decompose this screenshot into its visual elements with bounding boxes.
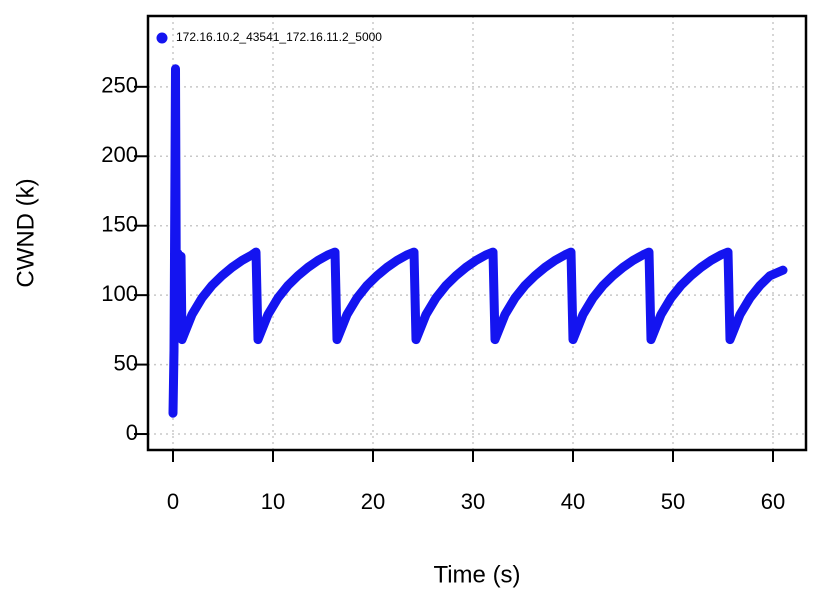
y-tick-label: 200 [101,142,138,167]
y-tick-label: 150 [101,212,138,237]
x-tick-label: 30 [461,489,485,514]
y-tick-label: 0 [126,420,138,445]
legend-label: 172.16.10.2_43541_172.16.11.2_5000 [176,30,382,44]
line [168,64,788,418]
x-tick-label: 20 [361,489,385,514]
legend-marker [156,32,168,44]
plot-frame [146,14,808,452]
x-tick-label: 0 [167,489,179,514]
x-tick-label: 60 [761,489,785,514]
y-tick-label: 100 [101,281,138,306]
y-tick-label: 250 [101,73,138,98]
y-tick-label: 50 [114,350,138,375]
x-axis-label: Time (s) [433,561,520,588]
x-tick-label: 40 [561,489,585,514]
x-tick-label: 10 [261,489,285,514]
x-tick-label: 50 [661,489,685,514]
y-axis-label: CWND (k) [12,178,39,287]
